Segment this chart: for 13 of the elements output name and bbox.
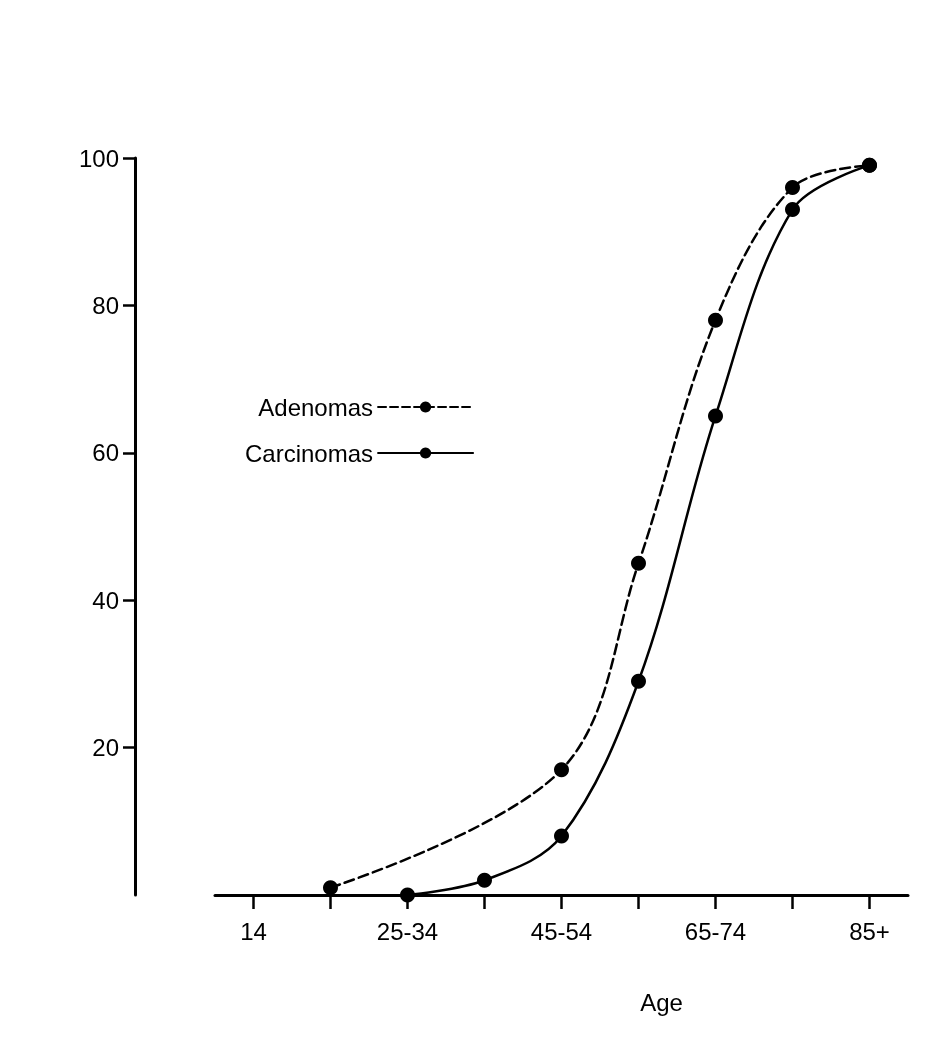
y-tick-label: 100 <box>78 144 119 172</box>
legend-label: Adenomas <box>258 393 374 421</box>
y-tick-label: 60 <box>92 439 119 467</box>
x-tick-label: 45-54 <box>530 917 593 945</box>
x-tick-label: 25-34 <box>376 917 439 945</box>
y-tick-label: 80 <box>92 291 119 319</box>
y-tick-label: 40 <box>92 586 119 614</box>
y-tick-label: 20 <box>92 734 119 762</box>
legend-label: Carcinomas <box>244 439 374 467</box>
x-tick-label: 65-74 <box>684 917 747 945</box>
x-tick-label: 85+ <box>849 917 890 945</box>
x-axis-title: Age <box>640 988 683 1016</box>
x-tick-label: 14 <box>240 917 267 945</box>
